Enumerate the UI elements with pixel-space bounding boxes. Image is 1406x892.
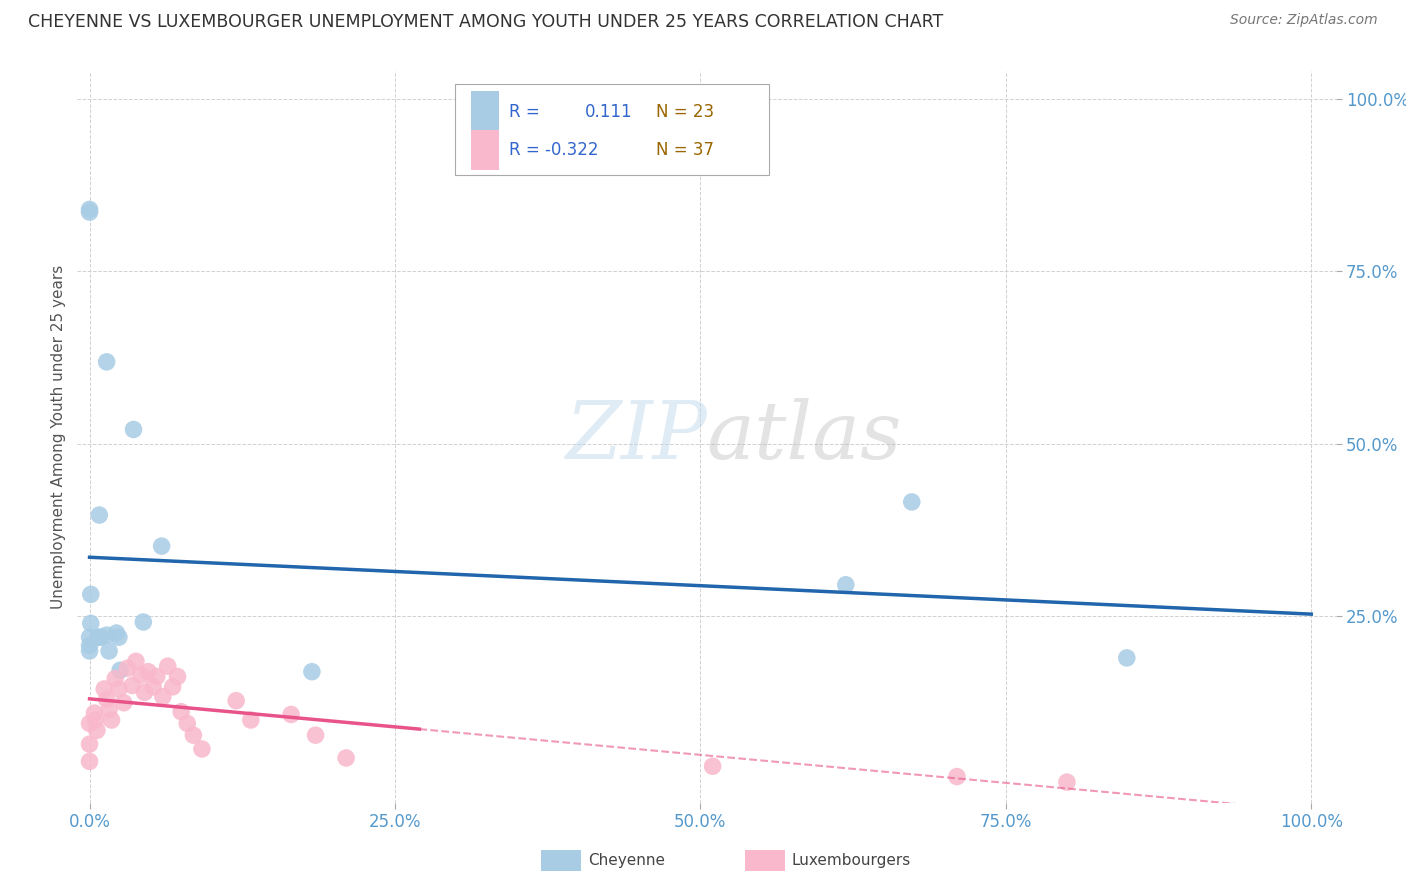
- Point: [108, 681, 131, 696]
- Point: [104, 672, 127, 686]
- Point: [79, 737, 101, 751]
- Point: [129, 668, 152, 682]
- Point: [98, 703, 121, 717]
- Point: [79, 644, 101, 658]
- Point: [702, 759, 724, 773]
- Point: [108, 663, 131, 677]
- Point: [89, 508, 111, 522]
- Point: [79, 639, 101, 653]
- Point: [152, 690, 174, 704]
- Point: [105, 626, 128, 640]
- Text: atlas: atlas: [707, 399, 901, 475]
- FancyBboxPatch shape: [456, 84, 769, 175]
- Bar: [471, 92, 499, 132]
- Point: [1056, 775, 1078, 789]
- Point: [176, 716, 198, 731]
- Point: [122, 422, 145, 436]
- Text: CHEYENNE VS LUXEMBOURGER UNEMPLOYMENT AMONG YOUTH UNDER 25 YEARS CORRELATION CHA: CHEYENNE VS LUXEMBOURGER UNEMPLOYMENT AM…: [28, 13, 943, 31]
- Point: [79, 716, 101, 731]
- Point: [83, 706, 105, 720]
- Point: [96, 628, 118, 642]
- Point: [225, 694, 247, 708]
- Y-axis label: Unemployment Among Youth under 25 years: Unemployment Among Youth under 25 years: [51, 265, 66, 609]
- Point: [87, 630, 110, 644]
- Text: ZIP: ZIP: [565, 399, 707, 475]
- Point: [96, 355, 118, 369]
- Point: [946, 770, 969, 784]
- Point: [183, 728, 205, 742]
- Point: [93, 681, 115, 696]
- Point: [96, 692, 118, 706]
- Text: N = 23: N = 23: [657, 103, 714, 120]
- Text: Luxembourgers: Luxembourgers: [792, 854, 911, 868]
- Point: [79, 755, 101, 769]
- Point: [134, 685, 156, 699]
- Point: [150, 539, 173, 553]
- Point: [121, 678, 143, 692]
- Point: [166, 669, 188, 683]
- Point: [117, 661, 139, 675]
- Point: [1115, 651, 1137, 665]
- Point: [79, 202, 101, 217]
- Point: [132, 615, 155, 629]
- Point: [170, 705, 193, 719]
- Text: Source: ZipAtlas.com: Source: ZipAtlas.com: [1230, 13, 1378, 28]
- Point: [191, 742, 214, 756]
- Text: 0.111: 0.111: [585, 103, 633, 120]
- Bar: [471, 129, 499, 169]
- Point: [239, 713, 262, 727]
- Text: R = -0.322: R = -0.322: [509, 141, 599, 159]
- Point: [79, 205, 101, 219]
- Point: [835, 578, 858, 592]
- Point: [142, 680, 165, 694]
- Point: [80, 616, 103, 631]
- Point: [162, 680, 184, 694]
- Point: [136, 665, 159, 679]
- Point: [156, 659, 179, 673]
- Point: [304, 728, 326, 742]
- Point: [301, 665, 323, 679]
- Point: [84, 713, 107, 727]
- Point: [90, 630, 112, 644]
- Point: [145, 669, 167, 683]
- Point: [80, 587, 103, 601]
- Text: Cheyenne: Cheyenne: [588, 854, 665, 868]
- Text: R =: R =: [509, 103, 540, 120]
- Point: [112, 696, 135, 710]
- Text: N = 37: N = 37: [657, 141, 714, 159]
- Point: [900, 495, 922, 509]
- Point: [86, 723, 108, 738]
- Point: [125, 654, 148, 668]
- Point: [335, 751, 357, 765]
- Point: [108, 630, 131, 644]
- Point: [100, 713, 122, 727]
- Point: [98, 644, 121, 658]
- Point: [280, 707, 302, 722]
- Point: [79, 630, 101, 644]
